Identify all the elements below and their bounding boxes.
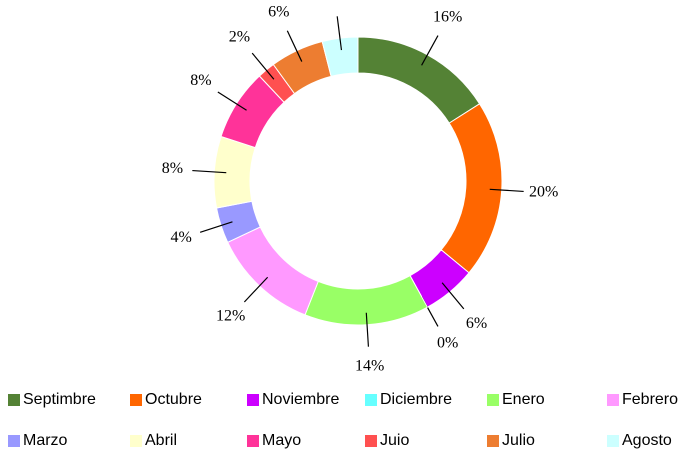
legend-swatch (607, 435, 619, 447)
data-label: 4% (324, 0, 345, 4)
legend-label: Febrero (622, 391, 678, 408)
leader-line (192, 169, 227, 174)
leader-line (336, 16, 343, 51)
legend-swatch (8, 435, 20, 447)
leader-line (441, 282, 465, 310)
donut-segment (440, 103, 503, 274)
legend-swatch (130, 435, 142, 447)
donut-segment (321, 36, 359, 78)
legend-label: Marzo (23, 432, 68, 449)
legend-label: Julio (502, 432, 535, 449)
data-label: 6% (268, 3, 289, 20)
legend-label: Octubre (145, 391, 202, 408)
legend-label: Agosto (622, 432, 672, 449)
leader-line (251, 52, 275, 80)
legend-swatch (365, 394, 377, 406)
data-label: 14% (355, 357, 384, 374)
legend-swatch (247, 435, 259, 447)
leader-line (489, 188, 524, 193)
legend-label: Noviembre (262, 391, 339, 408)
leader-line (243, 276, 269, 303)
leader-line (421, 35, 439, 66)
leader-line (199, 221, 233, 233)
legend-label: Enero (502, 391, 545, 408)
data-label: 2% (229, 28, 250, 45)
legend-swatch (8, 394, 20, 406)
leader-line (365, 312, 370, 347)
legend-swatch (487, 394, 499, 406)
data-label: 8% (190, 72, 211, 89)
legend-label: Abril (145, 432, 177, 449)
legend-label: Diciembre (380, 391, 452, 408)
legend-label: Mayo (262, 432, 301, 449)
data-label: 6% (466, 315, 487, 332)
legend-swatch (247, 394, 259, 406)
leader-line (217, 91, 247, 111)
donut-segment (357, 36, 481, 124)
data-label: 0% (437, 335, 458, 352)
data-label: 12% (216, 307, 245, 324)
data-label: 8% (162, 160, 183, 177)
legend-label: Septimbre (23, 391, 96, 408)
legend-label: Juio (380, 432, 409, 449)
data-label: 20% (529, 183, 558, 200)
legend-swatch (365, 435, 377, 447)
donut-segment (227, 226, 319, 316)
legend-swatch (487, 435, 499, 447)
legend-swatch (607, 394, 619, 406)
leader-line (286, 30, 303, 62)
data-label: 16% (433, 9, 462, 26)
data-label: 4% (170, 229, 191, 246)
legend-swatch (130, 394, 142, 406)
